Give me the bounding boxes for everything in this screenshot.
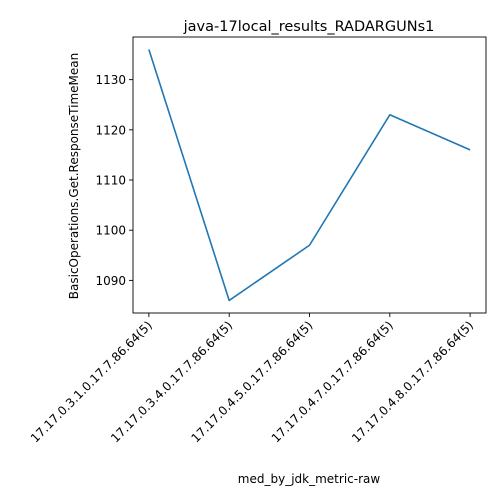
- y-tick-label: 1090: [95, 274, 126, 288]
- y-tick-label: 1130: [95, 73, 126, 87]
- x-axis-label: med_by_jdk_metric-raw: [238, 472, 381, 486]
- y-tick-label: 1110: [95, 174, 126, 188]
- chart-title: java-17local_results_RADARGUNs1: [183, 19, 435, 35]
- y-tick-label: 1120: [95, 123, 126, 137]
- y-tick-label: 1100: [95, 224, 126, 238]
- y-axis-label: BasicOperations.Get.ResponseTimeMean: [67, 53, 81, 299]
